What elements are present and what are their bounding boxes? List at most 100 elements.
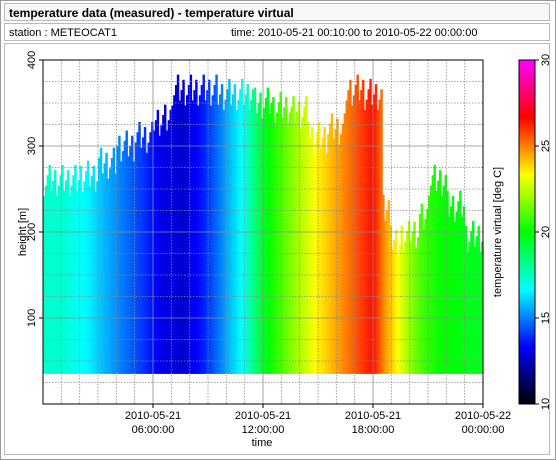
heatmap-column xyxy=(327,133,330,374)
heatmap-column xyxy=(356,74,359,374)
heatmap-column xyxy=(118,135,121,374)
plot-frame xyxy=(4,43,550,455)
heatmap-column xyxy=(197,105,200,374)
heatmap-column xyxy=(112,147,116,374)
heatmap-column xyxy=(380,89,383,374)
grid-layer xyxy=(43,60,483,404)
info-bar: station : METEOCAT1 time: 2010-05-21 00:… xyxy=(4,23,550,41)
heatmap-column xyxy=(239,89,242,374)
x-tick-time-label: 12:00:00 xyxy=(242,424,285,436)
heatmap-column xyxy=(341,123,345,374)
heatmap-column xyxy=(105,152,108,374)
heatmap-column xyxy=(462,206,466,374)
heatmap-column xyxy=(237,99,240,374)
heatmap-column xyxy=(407,220,411,374)
heatmap-column xyxy=(261,118,264,374)
heatmap-column xyxy=(233,84,237,374)
heatmap-column xyxy=(195,79,198,374)
heatmap-column xyxy=(87,160,90,374)
heatmap-column xyxy=(455,211,458,374)
heatmap-column xyxy=(228,78,231,374)
heatmap-column xyxy=(272,96,275,374)
heatmap-column xyxy=(369,78,372,374)
heatmap-column xyxy=(68,195,72,374)
heatmap-column xyxy=(268,113,271,374)
heatmap-column xyxy=(420,203,424,374)
heatmap-column xyxy=(367,89,370,374)
x-tick-date-label: 2010-05-21 xyxy=(235,410,291,422)
heatmap-column xyxy=(98,158,101,374)
heatmap-column xyxy=(164,104,167,374)
heatmap-column xyxy=(382,195,385,374)
heatmap-column xyxy=(308,137,312,374)
heatmap-column xyxy=(413,221,416,374)
heatmap-column xyxy=(92,165,95,374)
heatmap-column xyxy=(143,127,147,374)
heatmap-column xyxy=(266,87,270,374)
colorbar-tick-label: 30 xyxy=(540,54,552,66)
heatmap-column xyxy=(202,74,205,374)
heatmap-column xyxy=(338,144,341,374)
heatmap-column xyxy=(385,210,389,374)
heatmap-column xyxy=(461,216,464,374)
y-axis-title: height [m] xyxy=(17,208,29,256)
heatmap-column xyxy=(129,146,132,374)
heatmap-column xyxy=(446,190,449,374)
heatmap-column xyxy=(442,185,446,374)
heatmap-column xyxy=(191,100,194,374)
heatmap-column xyxy=(65,180,68,374)
y-tick-label: 300 xyxy=(26,137,38,155)
x-tick-date-label: 2010-05-21 xyxy=(345,410,401,422)
heatmap-column xyxy=(274,122,277,374)
heatmap-column xyxy=(358,100,361,374)
heatmap-column xyxy=(270,103,273,374)
heatmap-column xyxy=(290,106,293,374)
heatmap-column xyxy=(393,239,396,374)
heatmap-column xyxy=(448,216,451,374)
colorbar xyxy=(518,59,536,405)
heatmap-column xyxy=(253,87,257,374)
heatmap-column xyxy=(151,121,154,374)
y-tick-label: 200 xyxy=(26,223,38,241)
heatmap-column xyxy=(175,84,178,374)
heatmap-column xyxy=(107,178,110,374)
heatmap-column xyxy=(231,94,235,374)
heatmap-column xyxy=(352,95,356,374)
heatmap-column xyxy=(459,190,462,374)
heatmap-column xyxy=(246,84,249,374)
colorbar-tick-label: 25 xyxy=(540,140,552,152)
heatmap-column xyxy=(457,201,460,374)
heatmap-column xyxy=(433,164,436,374)
heatmap-column xyxy=(165,130,169,374)
heatmap-column xyxy=(371,104,374,374)
heatmap-column xyxy=(121,151,125,374)
heatmap-column xyxy=(451,195,455,374)
heatmap-column xyxy=(138,121,141,374)
heatmap-column xyxy=(110,158,114,374)
heatmap-column xyxy=(209,105,213,374)
heatmap-column xyxy=(184,105,187,374)
heatmap-column xyxy=(307,121,310,374)
heatmap-column xyxy=(46,175,50,374)
heatmap-column xyxy=(398,244,402,374)
x-tick-time-label: 06:00:00 xyxy=(132,424,175,436)
heatmap-column xyxy=(277,102,281,374)
y-axis: 100 200 300 400 xyxy=(26,51,43,327)
chart-title: temperature data (measured) - temperatur… xyxy=(4,3,550,21)
colorbar-tick-label: 10 xyxy=(540,398,552,410)
heatmap-column xyxy=(400,225,403,374)
heatmap-column xyxy=(354,84,358,374)
heatmap-column xyxy=(241,78,244,374)
heatmap-column xyxy=(101,173,105,374)
heatmap-column xyxy=(325,152,328,374)
heatmap-column xyxy=(43,195,46,374)
heatmap-column xyxy=(55,195,59,374)
heatmap-column xyxy=(204,100,207,374)
heatmap-column xyxy=(319,147,323,374)
x-tick-time-label: 00:00:00 xyxy=(462,424,505,436)
heatmap-column xyxy=(299,127,303,374)
heatmap-column xyxy=(50,190,53,374)
heatmap-column xyxy=(384,220,387,374)
y-tick-label: 400 xyxy=(26,51,38,69)
heatmap-column xyxy=(134,142,138,374)
